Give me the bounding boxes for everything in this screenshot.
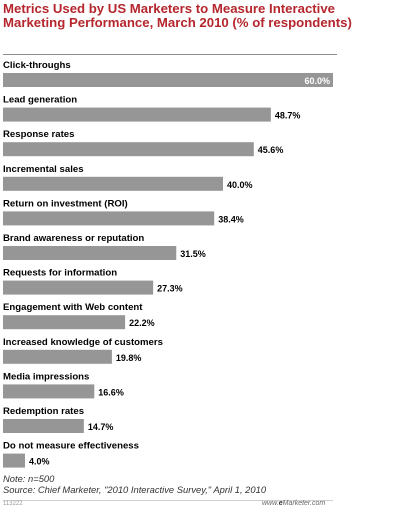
note-text: Note: n=500 — [3, 473, 55, 484]
category-label-increased-knowledge-of-customers: Increased knowledge of customers — [3, 337, 163, 348]
value-label-brand-awareness-or-reputation: 31.5% — [180, 249, 206, 259]
source-text: Source: Chief Marketer, "2010 Interactiv… — [3, 484, 267, 495]
value-label-redemption-rates: 14.7% — [88, 422, 114, 432]
bar-lead-generation — [3, 107, 271, 122]
brand-prefix: www. — [262, 500, 279, 507]
category-label-media-impressions: Media impressions — [3, 371, 89, 382]
category-label-return-on-investment-roi: Return on investment (ROI) — [3, 198, 128, 209]
bar-redemption-rates — [3, 419, 84, 433]
value-label-incremental-sales: 40.0% — [227, 180, 253, 190]
bar-increased-knowledge-of-customers — [3, 349, 112, 364]
bar-chart: Click-throughs 60.0% Lead generation 48.7% R… — [3, 60, 333, 468]
value-label-return-on-investment-roi: 38.4% — [218, 214, 244, 224]
category-label-requests-for-information: Requests for information — [3, 268, 117, 279]
value-label-response-rates: 45.6% — [258, 145, 284, 155]
footer-id: 113222 — [3, 501, 23, 507]
category-label-lead-generation: Lead generation — [3, 95, 77, 106]
brand-name: Marketer — [282, 500, 310, 507]
footer-divider — [3, 500, 333, 501]
chart-title: Metrics Used by US Marketers to Measure … — [3, 1, 352, 30]
value-label-increased-knowledge-of-customers: 19.8% — [116, 353, 142, 363]
category-label-click-throughs: Click-throughs — [3, 60, 71, 71]
category-label-engagement-with-web-content: Engagement with Web content — [3, 302, 143, 313]
bar-incremental-sales — [3, 176, 223, 191]
bar-click-throughs — [3, 73, 333, 87]
bar-return-on-investment-roi — [3, 211, 215, 226]
bar-requests-for-information — [3, 280, 154, 295]
title-divider — [3, 54, 337, 55]
chart-notes: Note: n=500 Source: Chief Marketer, "201… — [3, 473, 266, 495]
brand-suffix: .com — [310, 500, 326, 507]
bar-media-impressions — [3, 384, 95, 399]
category-label-brand-awareness-or-reputation: Brand awareness or reputation — [3, 233, 144, 244]
value-label-click-throughs: 60.0% — [304, 76, 330, 86]
category-label-redemption-rates: Redemption rates — [3, 406, 84, 417]
value-label-media-impressions: 16.6% — [98, 387, 124, 397]
value-label-engagement-with-web-content: 22.2% — [129, 318, 155, 328]
category-label-do-not-measure-effectiveness: Do not measure effectiveness — [3, 441, 139, 452]
bar-do-not-measure-effectiveness — [3, 453, 25, 468]
category-label-response-rates: Response rates — [3, 129, 74, 140]
value-label-lead-generation: 48.7% — [275, 111, 301, 121]
bar-brand-awareness-or-reputation — [3, 246, 177, 260]
bar-engagement-with-web-content — [3, 315, 126, 330]
brand-logo: www.eMarketer.com — [262, 500, 325, 507]
bar-response-rates — [3, 142, 254, 157]
value-label-do-not-measure-effectiveness: 4.0% — [29, 457, 50, 467]
category-label-incremental-sales: Incremental sales — [3, 164, 84, 175]
brand-e: e — [278, 500, 283, 507]
value-label-requests-for-information: 27.3% — [157, 284, 183, 294]
